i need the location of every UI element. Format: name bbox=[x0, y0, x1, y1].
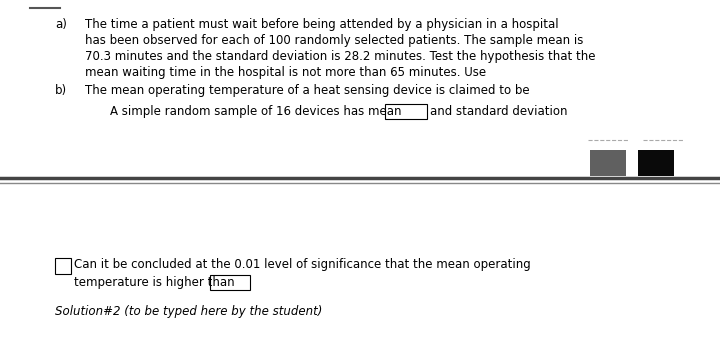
Bar bbox=[590, 150, 626, 176]
Text: has been observed for each of 100 randomly selected patients. The sample mean is: has been observed for each of 100 random… bbox=[85, 34, 583, 47]
FancyBboxPatch shape bbox=[210, 275, 250, 290]
Text: b): b) bbox=[55, 84, 67, 97]
Text: Can it be concluded at the 0.01 level of significance that the mean operating: Can it be concluded at the 0.01 level of… bbox=[74, 258, 531, 271]
FancyBboxPatch shape bbox=[55, 258, 71, 274]
Text: A simple random sample of 16 devices has mean: A simple random sample of 16 devices has… bbox=[110, 105, 402, 118]
Text: The time a patient must wait before being attended by a physician in a hospital: The time a patient must wait before bein… bbox=[85, 18, 559, 31]
Bar bbox=[638, 150, 674, 176]
Text: temperature is higher than: temperature is higher than bbox=[74, 276, 235, 289]
Text: and standard deviation: and standard deviation bbox=[430, 105, 567, 118]
FancyBboxPatch shape bbox=[385, 104, 427, 119]
Text: a): a) bbox=[55, 18, 67, 31]
Text: 70.3 minutes and the standard deviation is 28.2 minutes. Test the hypothesis tha: 70.3 minutes and the standard deviation … bbox=[85, 50, 595, 63]
Text: Solution#2 (to be typed here by the student): Solution#2 (to be typed here by the stud… bbox=[55, 305, 323, 318]
Text: The mean operating temperature of a heat sensing device is claimed to be: The mean operating temperature of a heat… bbox=[85, 84, 530, 97]
Text: mean waiting time in the hospital is not more than 65 minutes. Use: mean waiting time in the hospital is not… bbox=[85, 66, 486, 79]
